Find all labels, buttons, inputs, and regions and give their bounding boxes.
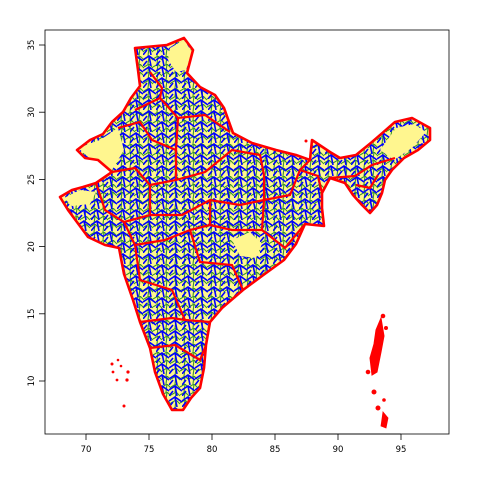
x-tick-label: 95	[396, 445, 407, 455]
y-tick-label: 15	[27, 308, 37, 319]
lakshadweep-islands	[110, 139, 308, 408]
y-axis: 10 15 20 25 30 35	[27, 40, 46, 387]
x-tick-label: 85	[270, 445, 281, 455]
central-patch	[232, 232, 262, 258]
x-tick-label: 75	[144, 445, 155, 455]
y-tick-label: 35	[27, 40, 37, 51]
arunachal-patch	[380, 124, 426, 160]
y-tick-label: 20	[27, 241, 37, 252]
x-tick-label: 90	[333, 445, 344, 455]
kutch-patch	[64, 190, 96, 206]
country-outline	[58, 36, 432, 412]
x-tick-label: 80	[207, 445, 218, 455]
y-tick-label: 25	[27, 174, 37, 185]
x-axis: 70 75 80 85 90 95	[81, 433, 407, 455]
y-tick-label: 30	[27, 107, 37, 118]
state-boundaries	[94, 71, 396, 362]
x-tick-label: 70	[81, 445, 92, 455]
district-boundaries	[60, 38, 430, 410]
andaman-nicobar-islands	[365, 313, 389, 429]
india-mainland	[58, 36, 432, 412]
y-tick-label: 10	[27, 376, 37, 387]
ladakh-patch	[168, 40, 192, 72]
rajasthan-patch	[78, 128, 124, 170]
